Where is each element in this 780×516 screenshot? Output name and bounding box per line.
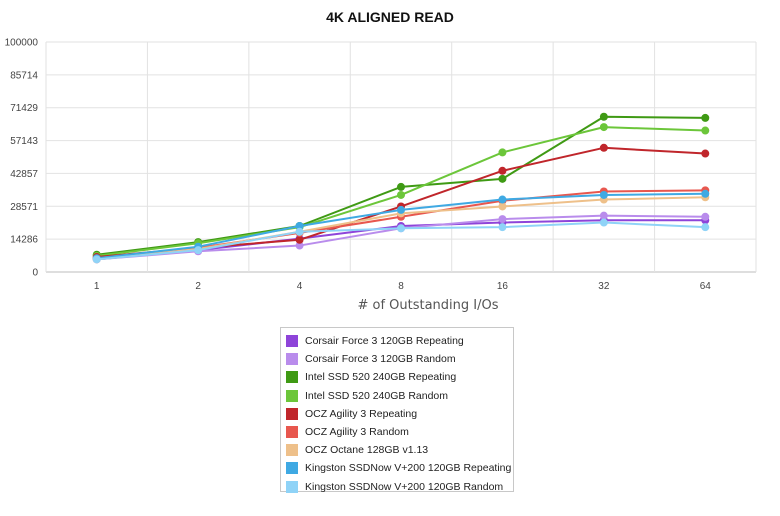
x-tick-label: 2 bbox=[195, 281, 201, 292]
data-point bbox=[397, 182, 405, 191]
data-point bbox=[498, 215, 507, 224]
x-tick-label: 1 bbox=[94, 281, 100, 292]
x-tick-label: 32 bbox=[598, 281, 610, 292]
y-tick-label: 85714 bbox=[10, 70, 38, 81]
y-tick-label: 14286 bbox=[10, 235, 38, 246]
x-tick-label: 64 bbox=[700, 281, 712, 292]
data-point bbox=[498, 174, 507, 183]
data-point bbox=[599, 123, 608, 132]
data-point bbox=[498, 148, 507, 157]
data-point bbox=[295, 241, 304, 250]
y-tick-label: 42857 bbox=[10, 169, 38, 180]
series-2 bbox=[92, 112, 710, 259]
legend-swatch bbox=[286, 480, 298, 493]
series-lines bbox=[92, 112, 710, 264]
legend-item: Intel SSD 520 240GB Random bbox=[281, 387, 513, 405]
x-tick-label: 4 bbox=[297, 281, 303, 292]
series-8 bbox=[92, 218, 710, 264]
y-tick-label: 57143 bbox=[10, 136, 38, 147]
legend-swatch bbox=[286, 335, 298, 348]
legend-swatch bbox=[286, 444, 298, 457]
legend-label: Corsair Force 3 120GB Random bbox=[305, 353, 456, 366]
data-point bbox=[701, 126, 710, 135]
data-point bbox=[599, 190, 608, 199]
legend-label: OCZ Octane 128GB v1.13 bbox=[305, 444, 429, 457]
legend-label: Intel SSD 520 240GB Random bbox=[305, 389, 449, 402]
x-axis-ticks: 1 2 4 8 16 32 64 bbox=[94, 281, 711, 292]
data-point bbox=[92, 255, 101, 264]
legend-item: Corsair Force 3 120GB Random bbox=[281, 350, 513, 368]
y-tick-label: 28571 bbox=[10, 202, 38, 213]
chart-title: 4K ALIGNED READ bbox=[326, 9, 454, 25]
legend-item: Kingston SSDNow V+200 120GB Repeating bbox=[281, 459, 513, 477]
legend-swatch bbox=[286, 389, 298, 402]
legend-item: OCZ Agility 3 Random bbox=[281, 423, 513, 441]
data-point bbox=[701, 212, 710, 221]
legend-label: Kingston SSDNow V+200 120GB Repeating bbox=[305, 462, 512, 475]
data-point bbox=[194, 246, 203, 255]
data-point bbox=[295, 235, 304, 244]
data-point bbox=[397, 205, 405, 214]
gridlines bbox=[45, 41, 757, 273]
legend-swatch bbox=[286, 371, 298, 384]
x-axis-label: # of Outstanding I/Os bbox=[357, 298, 498, 313]
data-point bbox=[498, 195, 507, 204]
legend-label: OCZ Agility 3 Repeating bbox=[305, 407, 418, 420]
data-point bbox=[295, 222, 304, 230]
y-tick-label: 71429 bbox=[10, 103, 38, 114]
data-point bbox=[701, 113, 710, 122]
y-tick-label: 100000 bbox=[5, 38, 39, 49]
data-point bbox=[498, 166, 507, 175]
legend-label: Intel SSD 520 240GB Repeating bbox=[305, 371, 457, 384]
legend-item: OCZ Octane 128GB v1.13 bbox=[281, 441, 513, 459]
data-point bbox=[599, 218, 608, 227]
legend-label: Corsair Force 3 120GB Repeating bbox=[305, 335, 464, 348]
legend-swatch bbox=[286, 462, 298, 475]
data-point bbox=[599, 211, 608, 220]
legend-swatch bbox=[286, 353, 298, 366]
data-point bbox=[295, 227, 304, 236]
legend-item: Intel SSD 520 240GB Repeating bbox=[281, 368, 513, 386]
data-point bbox=[701, 189, 710, 198]
x-tick-label: 16 bbox=[497, 281, 509, 292]
data-point bbox=[701, 149, 710, 158]
legend-swatch bbox=[286, 407, 298, 420]
legend-item: Kingston SSDNow V+200 120GB Random bbox=[281, 478, 513, 496]
data-point bbox=[397, 224, 405, 233]
legend-label: OCZ Agility 3 Random bbox=[305, 426, 409, 439]
data-point bbox=[498, 202, 507, 211]
legend-swatch bbox=[286, 426, 298, 439]
data-point bbox=[397, 190, 405, 199]
data-point bbox=[498, 223, 507, 232]
data-point bbox=[599, 112, 608, 121]
data-point bbox=[599, 143, 608, 152]
series-line bbox=[96, 146, 706, 259]
legend-label: Kingston SSDNow V+200 120GB Random bbox=[305, 480, 504, 493]
x-tick-label: 8 bbox=[398, 281, 404, 292]
chart-legend: Corsair Force 3 120GB Repeating Corsair F… bbox=[280, 327, 514, 493]
legend-item: OCZ Agility 3 Repeating bbox=[281, 405, 513, 423]
data-point bbox=[701, 223, 710, 232]
legend-item: Corsair Force 3 120GB Repeating bbox=[281, 332, 513, 350]
y-axis-ticks: 0 14286 28571 42857 57143 71429 85714 100000 bbox=[5, 38, 39, 279]
y-tick-label: 0 bbox=[32, 268, 38, 279]
